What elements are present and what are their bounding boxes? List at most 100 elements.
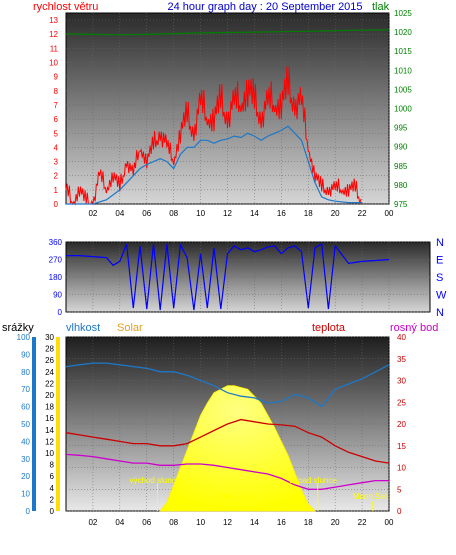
x-tick-label: 22 xyxy=(358,209,367,218)
direction-series-line xyxy=(66,242,390,311)
dewpoint-legend: rosný bod xyxy=(390,322,438,334)
rain-tick-label: 80 xyxy=(21,368,30,377)
wind-tick-label: 6 xyxy=(54,115,59,124)
solar-legend: Solar xyxy=(117,322,143,334)
pressure-tick-label: 1015 xyxy=(394,47,412,56)
temperature-tick-label: 40 xyxy=(397,333,406,342)
temperature-legend: teplota xyxy=(312,322,346,334)
temperature-tick-label: 20 xyxy=(397,420,406,429)
humidity-tick-label: 14 xyxy=(45,426,54,435)
wind-tick-label: 3 xyxy=(54,158,59,167)
direction-degree-axis: 0 90 180 270 360 xyxy=(49,238,63,317)
pressure-tick-label: 1010 xyxy=(394,66,412,75)
x-tick-label: 00 xyxy=(385,209,394,218)
compass-tick-label: N xyxy=(436,237,444,249)
x-tick-label: 20 xyxy=(331,209,340,218)
wind-tick-label: 7 xyxy=(54,101,59,110)
x-tick-label: 18 xyxy=(304,518,313,527)
wind-avg-series-line xyxy=(66,125,363,205)
solar-axis-bar xyxy=(56,337,60,511)
compass-tick-label: W xyxy=(436,290,447,302)
wind-panel-grid xyxy=(66,13,390,205)
temp-time-axis: 02 04 06 08 10 12 14 16 18 20 22 00 xyxy=(88,518,394,527)
wind-tick-label: 4 xyxy=(54,143,59,152)
temperature-tick-label: 10 xyxy=(397,464,406,473)
x-tick-label: 22 xyxy=(358,518,367,527)
x-tick-label: 12 xyxy=(223,518,232,527)
x-tick-label: 10 xyxy=(196,209,205,218)
x-tick-label: 08 xyxy=(169,518,178,527)
x-tick-label: 08 xyxy=(169,209,178,218)
x-tick-label: 02 xyxy=(88,518,97,527)
humidity-tick-label: 8 xyxy=(50,461,55,470)
direction-series xyxy=(66,242,390,311)
humidity-tick-label: 2 xyxy=(50,495,55,504)
gust-series-line xyxy=(65,66,362,206)
rain-tick-label: 40 xyxy=(21,437,30,446)
humidity-legend: vlhkost xyxy=(66,322,100,334)
temperature-series-line xyxy=(65,418,390,464)
humidity-tick-label: 18 xyxy=(45,403,54,412)
pressure-tick-label: 1020 xyxy=(394,28,412,37)
pressure-tick-label: 985 xyxy=(394,162,408,171)
wind-series xyxy=(65,29,390,206)
temperature-tick-label: 30 xyxy=(397,377,406,386)
compass-tick-label: S xyxy=(436,272,443,284)
moonset-label: Moon Set xyxy=(353,492,388,501)
pressure-tick-label: 990 xyxy=(394,143,408,152)
x-tick-label: 16 xyxy=(277,209,286,218)
rain-tick-label: 90 xyxy=(21,350,30,359)
pressure-tick-label: 1025 xyxy=(394,9,412,18)
x-tick-label: 14 xyxy=(250,518,259,527)
wind-tick-label: 8 xyxy=(54,87,59,96)
rain-legend: srážky xyxy=(2,322,34,334)
wind-tick-label: 12 xyxy=(49,30,58,39)
humidity-tick-label: 10 xyxy=(45,449,54,458)
compass-tick-label: E xyxy=(436,255,443,267)
direction-tick-label: 270 xyxy=(49,256,63,265)
wind-tick-label: 5 xyxy=(54,129,59,138)
x-tick-label: 06 xyxy=(142,518,151,527)
compass-tick-label: N xyxy=(436,307,444,319)
pressure-label: tlak xyxy=(372,1,390,13)
solar-area xyxy=(159,385,316,512)
wind-speed-label: rychlost větru xyxy=(33,1,98,13)
humidity-tick-label: 22 xyxy=(45,379,54,388)
pressure-axis: 975 980 985 990 995 1000 1005 1010 1015 1020 1025 xyxy=(394,9,412,209)
temperature-tick-label: 0 xyxy=(397,507,402,516)
wind-tick-label: 11 xyxy=(50,44,59,53)
humidity-tick-label: 0 xyxy=(50,507,55,516)
rain-tick-label: 50 xyxy=(21,420,30,429)
temp-series xyxy=(65,362,390,490)
humidity-tick-label: 6 xyxy=(50,472,55,481)
rain-tick-label: 30 xyxy=(21,455,30,464)
rain-tick-label: 10 xyxy=(21,490,30,499)
chart-title: 24 hour graph day : 20 September 2015 xyxy=(167,1,362,13)
humidity-tick-label: 20 xyxy=(45,391,54,400)
direction-panel-grid xyxy=(66,241,430,313)
rain-tick-label: 0 xyxy=(26,507,31,516)
direction-tick-label: 360 xyxy=(49,238,63,247)
wind-tick-label: 1 xyxy=(54,186,59,195)
humidity-tick-label: 26 xyxy=(45,356,54,365)
x-tick-label: 00 xyxy=(385,518,394,527)
sun-moon-annotations: východ slunce západ slunce Moon Rise Moon S… xyxy=(130,476,388,511)
humidity-tick-label: 16 xyxy=(45,414,54,423)
solar-series-area xyxy=(159,385,316,512)
x-tick-label: 16 xyxy=(277,518,286,527)
temperature-axis: 0 5 10 15 20 25 30 35 40 xyxy=(397,333,406,516)
x-tick-label: 20 xyxy=(331,518,340,527)
rain-tick-label: 100 xyxy=(17,333,31,342)
wind-tick-label: 13 xyxy=(49,16,58,25)
temperature-tick-label: 25 xyxy=(397,398,406,407)
x-tick-label: 12 xyxy=(223,209,232,218)
wind-tick-label: 10 xyxy=(49,59,58,68)
direction-tick-label: 180 xyxy=(49,273,63,282)
direction-tick-label: 90 xyxy=(53,291,62,300)
rain-tick-label: 60 xyxy=(21,403,30,412)
humidity-tick-label: 28 xyxy=(45,345,54,354)
